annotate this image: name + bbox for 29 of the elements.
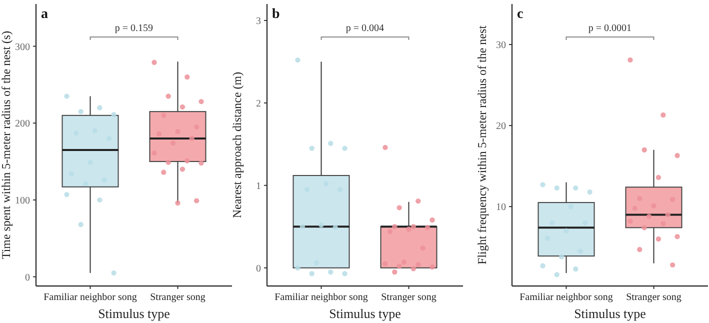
- x-tick-label: Familiar neighbor song: [274, 292, 368, 303]
- y-tick-label: 1: [256, 180, 261, 192]
- y-tick-label: 20: [496, 121, 506, 132]
- y-axis-title: Flight frequency within 5-meter radius of the nest: [475, 24, 489, 264]
- annotation: p = 0.004: [346, 23, 384, 34]
- chart-title: a: [41, 7, 48, 22]
- y-tick-label: 0: [25, 272, 30, 284]
- y-tick-label: 200: [15, 118, 30, 130]
- y-axis-title: Time spent within 5-meter radius of the nest (s): [0, 30, 13, 260]
- y-tick-label: 100: [15, 195, 30, 206]
- y-tick-label: 0: [256, 263, 261, 274]
- annotation: p = 0.0001: [588, 23, 632, 34]
- chart-title: b: [272, 7, 280, 22]
- y-tick-label: 30: [496, 40, 506, 52]
- x-tick-label: Familiar neighbor song: [520, 292, 613, 303]
- y-tick-label: 2: [256, 98, 261, 110]
- x-tick-label: Stranger song: [381, 292, 436, 303]
- annotation: p = 0.159: [114, 23, 154, 34]
- chart-title: c: [517, 7, 524, 22]
- x-tick-label: Stranger song: [150, 292, 206, 303]
- x-axis-title: Stimulus type: [98, 306, 170, 321]
- y-tick-label: 300: [15, 42, 30, 53]
- x-axis-title: Stimulus type: [574, 306, 646, 321]
- y-tick-label: 10: [496, 202, 506, 214]
- y-tick-label: 3: [256, 16, 261, 27]
- y-axis-title: Nearest approach distance (m): [230, 72, 244, 218]
- x-tick-label: Stranger song: [626, 292, 682, 303]
- x-axis-title: Stimulus type: [329, 306, 402, 321]
- x-tick-label: Familiar neighbor song: [44, 292, 137, 303]
